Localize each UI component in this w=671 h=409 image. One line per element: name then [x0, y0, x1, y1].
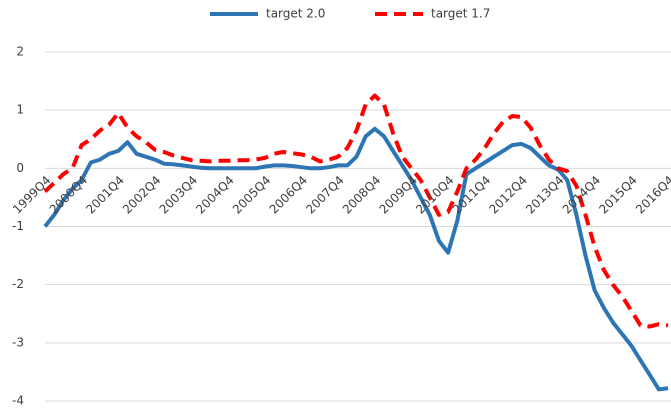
y-tick-label: -2: [12, 277, 24, 291]
x-tick-label: 1999Q4: [10, 173, 54, 217]
x-tick-label: 2016Q4: [633, 173, 671, 217]
y-tick-label: 2: [16, 45, 24, 59]
x-tick-label: 2012Q4: [486, 173, 530, 217]
line-series: [43, 126, 669, 392]
x-tick-label: 2003Q4: [157, 173, 201, 217]
x-tick-label: 2001Q4: [83, 173, 127, 217]
x-tick-label: 2007Q4: [303, 173, 347, 217]
y-tick-label: 0: [16, 161, 24, 175]
y-tick-label: -3: [12, 335, 24, 349]
y-tick-label: -4: [12, 394, 24, 408]
x-tick-label: 2009Q4: [376, 173, 420, 217]
x-tick-label: 2015Q4: [596, 173, 640, 217]
x-tick-label: 2013Q4: [523, 173, 567, 217]
y-tick-label: 1: [16, 103, 24, 117]
x-tick-label: 2004Q4: [193, 173, 237, 217]
x-tick-label: 2006Q4: [267, 173, 311, 217]
line-series: [43, 93, 669, 329]
legend-label: target 1.7: [431, 7, 490, 21]
x-tick-label: 2002Q4: [120, 173, 164, 217]
x-tick-label: 2005Q4: [230, 173, 274, 217]
y-tick-label: -1: [12, 219, 24, 233]
x-tick-label: 2000Q4: [47, 173, 91, 217]
legend-label: target 2.0: [266, 7, 325, 21]
x-tick-label: 2008Q4: [340, 173, 384, 217]
